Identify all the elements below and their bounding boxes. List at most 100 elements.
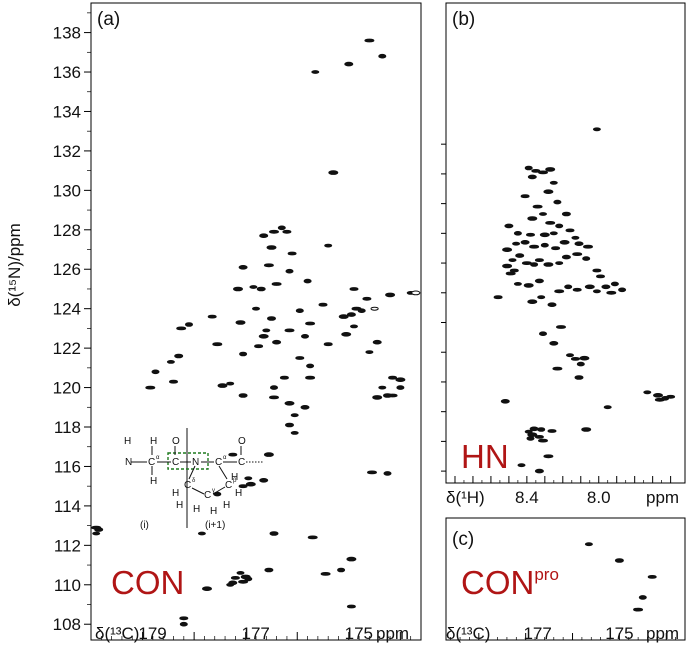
panel-c-big-label-sup: pro <box>534 565 559 584</box>
sup-alpha-i1: α <box>223 455 227 461</box>
con-peak <box>184 322 193 327</box>
hn-peak <box>549 231 558 236</box>
hn-peak <box>543 454 554 459</box>
con-peak <box>378 53 387 59</box>
con-peak <box>238 393 248 398</box>
a-ytick-label-128: 128 <box>53 221 81 240</box>
con-peak <box>212 342 223 347</box>
panel-b-xlabel: δ(¹H) <box>446 488 485 507</box>
con-peak <box>168 379 178 384</box>
con-peak <box>197 531 206 536</box>
a-xtick-label-177: 177 <box>242 624 270 643</box>
a-ytick-label-120: 120 <box>53 379 81 398</box>
a-ytick-label-116: 116 <box>54 457 81 476</box>
con-peak <box>307 535 318 540</box>
con-peak <box>259 477 269 483</box>
con-peak <box>179 621 188 627</box>
con-pro-peak <box>633 607 644 612</box>
hn-peak <box>549 340 559 346</box>
atom-h7: H <box>210 506 217 517</box>
con-peak <box>272 339 282 345</box>
con-peak <box>201 586 212 591</box>
con-peak <box>240 574 251 580</box>
con-peak <box>238 579 249 584</box>
con-peak <box>387 393 398 398</box>
panel-c-big-label: CONpro <box>461 564 559 601</box>
hn-peak <box>520 240 530 245</box>
hn-peak <box>545 220 556 225</box>
con-peak <box>295 308 304 314</box>
con-peak <box>362 296 372 301</box>
hn-peak <box>579 355 590 361</box>
c-xtick-label-175: 175 <box>605 624 633 643</box>
con-peak <box>282 229 292 234</box>
hn-peak <box>521 261 532 266</box>
hn-peak <box>666 394 676 399</box>
con-peak <box>266 245 277 250</box>
hn-peak <box>520 194 530 199</box>
hn-peak <box>534 434 544 439</box>
con-peak <box>232 286 243 292</box>
hn-peak <box>527 432 538 438</box>
a-ytick-label-114: 114 <box>54 497 81 516</box>
hn-peak <box>576 361 585 367</box>
con-peak <box>271 282 282 286</box>
con-peak <box>372 395 383 400</box>
con-peak <box>357 308 366 314</box>
con-peak <box>226 381 235 386</box>
hn-peak <box>582 256 591 261</box>
con-peak <box>239 351 248 357</box>
hn-peak <box>574 241 584 247</box>
con-peak <box>287 251 297 256</box>
con-peak <box>92 531 101 536</box>
con-peak <box>91 525 102 530</box>
sup-beta: β <box>233 478 237 484</box>
con-peak <box>207 314 217 319</box>
panel-c-xunit: ppm <box>646 624 679 643</box>
hn-peak <box>537 427 546 432</box>
con-peak <box>174 353 184 359</box>
atom-n2: N <box>192 457 199 468</box>
panel-a-x-axis: 179 177 175 <box>90 624 412 643</box>
hn-peak <box>574 375 584 380</box>
con-peak <box>269 531 279 536</box>
panel-c: 177 175 (c) CONpro δ(¹³C) ppm <box>445 517 686 643</box>
hn-peak <box>549 180 558 185</box>
con-peak <box>328 170 339 175</box>
panel-b-peaks <box>493 127 676 474</box>
hn-peak <box>527 299 538 305</box>
hn-peak <box>527 174 537 180</box>
hn-peak <box>512 241 521 246</box>
panel-b-y-ticks <box>441 143 446 472</box>
con-peak <box>269 385 278 390</box>
hn-peak <box>513 281 522 286</box>
con-peak <box>238 264 248 270</box>
atom-h10: H <box>231 472 238 483</box>
con-peak <box>263 263 274 268</box>
con-peak <box>320 572 331 576</box>
con-peak <box>341 331 352 337</box>
atom-c-gamma: C <box>204 490 211 501</box>
c-xtick-label-177: 177 <box>523 624 551 643</box>
hn-peak <box>505 271 516 276</box>
atom-o1: O <box>172 436 180 447</box>
con-peak <box>337 567 346 573</box>
hn-peak <box>513 231 522 236</box>
con-peak <box>176 326 187 331</box>
a-ytick-label-110: 110 <box>54 576 81 595</box>
con-peak <box>385 292 396 298</box>
con-peak <box>145 385 156 390</box>
a-ytick-label-134: 134 <box>53 102 81 121</box>
con-peak <box>284 328 295 333</box>
hn-peak <box>537 295 546 300</box>
atom-o2: O <box>238 436 246 447</box>
con-structure-inset: H H N C α C O N C α C O H C δ C γ C β H … <box>124 428 264 531</box>
a-ytick-label-138: 138 <box>53 24 81 43</box>
sup-gamma: γ <box>212 488 215 494</box>
con-peak <box>295 356 305 360</box>
a-ytick-label-130: 130 <box>53 181 81 200</box>
hn-peak <box>502 247 513 253</box>
con-peak <box>349 324 358 329</box>
con-peak-open <box>370 306 379 311</box>
hn-peak <box>551 246 561 251</box>
